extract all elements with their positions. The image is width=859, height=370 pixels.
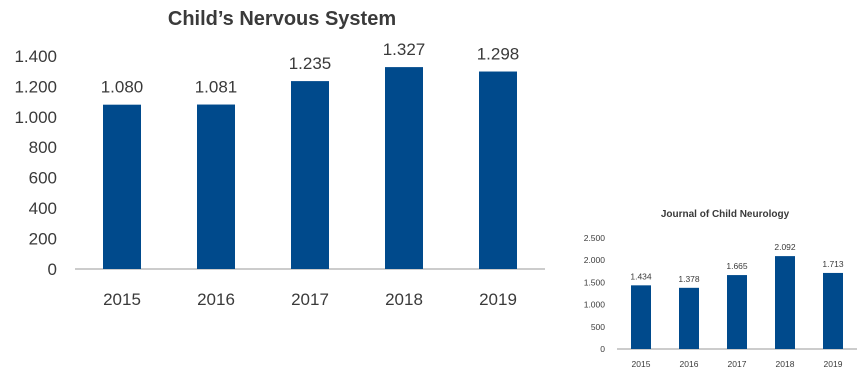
x-tick-label: 2019	[824, 359, 843, 369]
bar-2018	[385, 67, 423, 269]
data-label: 1.298	[477, 45, 520, 64]
data-label: 1.081	[195, 78, 238, 97]
data-label: 1.080	[101, 78, 144, 97]
y-tick-label: 500	[591, 322, 605, 332]
y-tick-label: 1.400	[14, 47, 57, 66]
bar-2015	[631, 285, 651, 349]
x-tick-label: 2015	[632, 359, 651, 369]
x-tick-label: 2017	[728, 359, 747, 369]
data-label: 1.378	[678, 274, 700, 284]
data-label: 1.713	[822, 259, 844, 269]
y-tick-label: 0	[48, 260, 57, 279]
inset-chart: Journal of Child Neurology 0 500 1.000 1.50…	[584, 209, 857, 369]
bar-2018	[775, 256, 795, 349]
bar-2016	[197, 104, 235, 269]
bar-2019	[823, 272, 843, 349]
x-tick-label: 2017	[291, 290, 329, 309]
y-tick-label: 1.200	[14, 77, 57, 96]
bar-2019	[479, 71, 517, 269]
data-label: 2.092	[774, 242, 796, 252]
data-label: 1.665	[726, 261, 748, 271]
y-tick-label: 0	[600, 344, 605, 354]
bar-2017	[291, 81, 329, 269]
data-label: 1.235	[289, 54, 332, 73]
x-tick-label: 2018	[776, 359, 795, 369]
y-tick-label: 1.000	[584, 300, 606, 310]
x-tick-label: 2018	[385, 290, 423, 309]
chart-title: Child’s Nervous System	[168, 8, 396, 30]
y-tick-label: 1.000	[14, 108, 57, 127]
y-tick-label: 800	[29, 138, 57, 157]
x-tick-label: 2019	[479, 290, 517, 309]
y-tick-label: 200	[29, 230, 57, 249]
data-label: 1.434	[630, 271, 652, 281]
bar-2017	[727, 275, 747, 349]
y-tick-label: 2.000	[584, 255, 606, 265]
x-tick-label: 2016	[680, 359, 699, 369]
x-tick-label: 2015	[103, 290, 141, 309]
main-chart: Child’s Nervous System 0 200 400 600 800 1.00…	[14, 8, 545, 309]
x-tick-label: 2016	[197, 290, 235, 309]
bar-2015	[103, 104, 141, 269]
y-tick-label: 400	[29, 199, 57, 218]
y-tick-label: 2.500	[584, 233, 606, 243]
y-tick-label: 1.500	[584, 277, 606, 287]
data-label: 1.327	[383, 40, 426, 59]
bar-2016	[679, 287, 699, 349]
chart-title: Journal of Child Neurology	[661, 209, 790, 220]
y-tick-label: 600	[29, 169, 57, 188]
